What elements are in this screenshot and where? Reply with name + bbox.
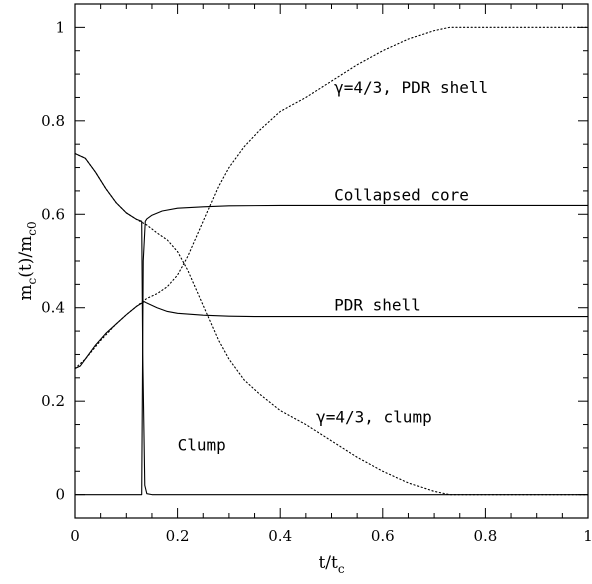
annotation-collapsed-core: Collapsed core (334, 186, 469, 205)
annotation-pdr-shell: PDR shell (334, 295, 421, 314)
x-tick-label: 1 (583, 527, 592, 545)
annotation-layer: γ=4/3, PDR shell Collapsed core PDR shell γ… (178, 78, 489, 454)
x-tick-label: 0 (70, 527, 80, 545)
series-line-gamma-clump (74, 152, 589, 496)
annotation-clump: Clump (178, 436, 226, 455)
annotation-gamma-pdr-shell: γ=4/3, PDR shell (334, 78, 488, 97)
x-tick-label: 0.8 (473, 527, 497, 545)
y-axis-label-mid: (t)/m (16, 236, 36, 278)
series-line-collapsed-core (75, 204, 588, 496)
x-tick-label: 0.2 (166, 527, 190, 545)
y-tick-label: 0.4 (41, 299, 65, 317)
series-line-clump (74, 153, 588, 496)
y-axis-label: mc(t)/mc0 (16, 221, 39, 300)
y-tick-label: 0.6 (41, 205, 65, 223)
series-line-pdr-shell (74, 301, 588, 369)
series-line-gamma-pdr-shell (74, 26, 589, 370)
y-axis-label-m: m (16, 284, 36, 300)
y-tick-label: 0 (55, 486, 65, 504)
x-tick-label: 0.4 (268, 527, 292, 545)
y-tick-label: 0.2 (41, 392, 65, 410)
x-axis-label-main: t/t (318, 553, 338, 573)
x-axis-label-sub: c (338, 562, 345, 576)
y-tick-label: 1 (55, 18, 65, 36)
y-axis-label-sub-c: c (25, 277, 39, 284)
y-tick-label: 0.8 (41, 112, 65, 130)
series-layer (74, 26, 589, 496)
annotation-gamma-clump: γ=4/3, clump (316, 408, 432, 427)
x-tick-label: 0.6 (371, 527, 395, 545)
y-axis-label-sub-c0: c0 (25, 221, 39, 235)
x-axis-label: t/tc (318, 553, 344, 576)
tick-layer: 0 0.2 0.4 0.6 0.8 1 0 0.2 0.4 0.6 0.8 1 (41, 4, 592, 545)
